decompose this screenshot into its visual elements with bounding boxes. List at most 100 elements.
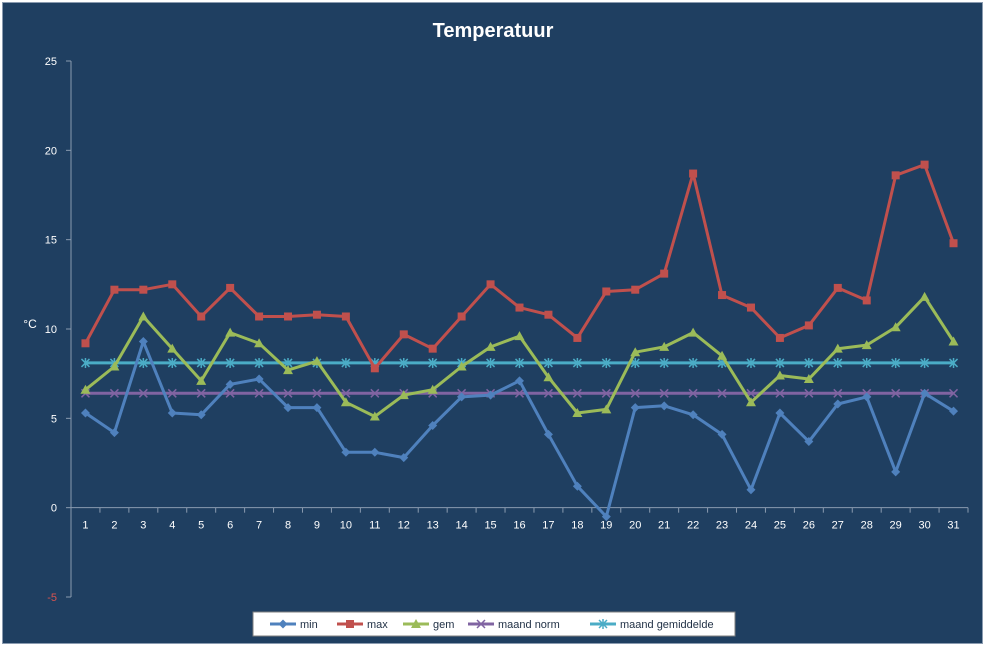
maand-norm-point — [283, 388, 293, 398]
legend-label: max — [367, 619, 388, 631]
max-point — [312, 310, 321, 319]
maand-gemiddelde-point — [659, 357, 669, 368]
max-point — [284, 312, 293, 321]
maand-norm-point — [630, 388, 640, 398]
gem-point — [196, 375, 207, 385]
x-tick-label: 16 — [513, 520, 525, 532]
gem-point — [167, 343, 178, 353]
gem-point — [340, 397, 351, 407]
legend-entry-gem: gem — [403, 619, 454, 631]
maand-gemiddelde-point — [428, 357, 438, 368]
min-point — [80, 408, 90, 418]
gem-point — [919, 291, 930, 301]
gem-point — [485, 341, 496, 351]
maand-gemiddelde-point — [746, 357, 756, 368]
maand-gemiddelde-point — [514, 357, 525, 368]
gem-point — [456, 361, 467, 371]
min-point — [688, 410, 698, 420]
maand-norm-point — [196, 388, 206, 398]
max-point — [660, 269, 669, 278]
min-point — [775, 408, 785, 418]
legend-gem-point — [411, 619, 421, 628]
maand-gemiddelde-point — [486, 357, 496, 368]
min-point — [949, 406, 959, 416]
legend-min-point — [278, 619, 288, 629]
y-tick-label: 10 — [45, 324, 57, 336]
gem-point — [774, 370, 785, 380]
min-point — [659, 401, 669, 411]
min-point — [167, 408, 177, 418]
maand-norm-point — [833, 388, 843, 398]
series-layer — [80, 160, 959, 522]
x-tick-label: 18 — [571, 520, 583, 532]
max-point — [81, 339, 90, 348]
maand-norm-point — [659, 388, 669, 398]
min-point — [543, 429, 553, 439]
y-tick-label: 25 — [45, 56, 57, 68]
gem-point — [745, 397, 756, 407]
gem-point — [543, 372, 554, 382]
max-point — [139, 285, 148, 294]
maand-gemiddelde-point — [891, 357, 901, 368]
max-point — [370, 364, 379, 373]
max-point — [544, 310, 553, 319]
max-point — [226, 283, 235, 292]
min-point — [804, 437, 814, 447]
min-point — [862, 392, 872, 402]
gem-point — [688, 327, 699, 337]
gem-point — [890, 322, 901, 332]
maand-gemiddelde-point — [196, 357, 206, 368]
maand-gemiddelde-point — [167, 357, 177, 368]
max-point — [746, 303, 755, 312]
x-tick-label: 15 — [484, 520, 496, 532]
legend-entry-max: max — [337, 619, 388, 631]
gem-point — [659, 341, 670, 351]
x-tick-label: 4 — [169, 520, 175, 532]
y-tick-label: 0 — [51, 503, 57, 515]
maand-norm-point — [254, 388, 264, 398]
min-point — [920, 388, 930, 398]
min-point — [254, 374, 264, 384]
maand-norm-point — [514, 388, 525, 398]
gem-point — [601, 404, 612, 414]
max-point — [891, 171, 900, 180]
maand-gemiddelde-point — [804, 357, 814, 368]
gem-point — [861, 340, 872, 350]
min-point — [486, 390, 496, 400]
series-maand-gemiddelde — [80, 357, 959, 368]
min-point — [891, 467, 901, 477]
max-point — [718, 291, 727, 300]
maand-norm-point — [572, 388, 582, 398]
gem-point — [717, 350, 728, 360]
legend-label: min — [300, 619, 318, 631]
x-tick-label: 27 — [832, 520, 844, 532]
min-point — [833, 399, 843, 409]
maand-norm-point — [312, 388, 322, 398]
maand-norm-point — [949, 388, 959, 398]
gem-point — [803, 374, 814, 384]
x-tick-label: 25 — [774, 520, 786, 532]
gem-point — [80, 384, 91, 394]
max-point — [168, 280, 177, 289]
min-point — [746, 485, 756, 495]
x-tick-label: 7 — [256, 520, 262, 532]
legend-maand-gemiddelde-point — [598, 619, 608, 629]
gem-point — [109, 361, 120, 371]
y-axis-label: °C — [23, 317, 37, 331]
x-tick-label: 14 — [456, 520, 468, 532]
max-point — [775, 333, 784, 342]
maand-gemiddelde-point — [225, 357, 235, 368]
x-tick-label: 9 — [314, 520, 320, 532]
gem-point — [138, 311, 149, 321]
maand-norm-point — [109, 388, 119, 398]
gem-point — [398, 390, 409, 400]
legend-entry-min: min — [270, 619, 318, 631]
gem-point — [572, 407, 583, 417]
x-tick-label: 1 — [82, 520, 88, 532]
x-tick-label: 5 — [198, 520, 204, 532]
maand-norm-point — [688, 388, 698, 398]
maand-norm-point — [891, 388, 901, 398]
maand-norm-point — [138, 388, 148, 398]
